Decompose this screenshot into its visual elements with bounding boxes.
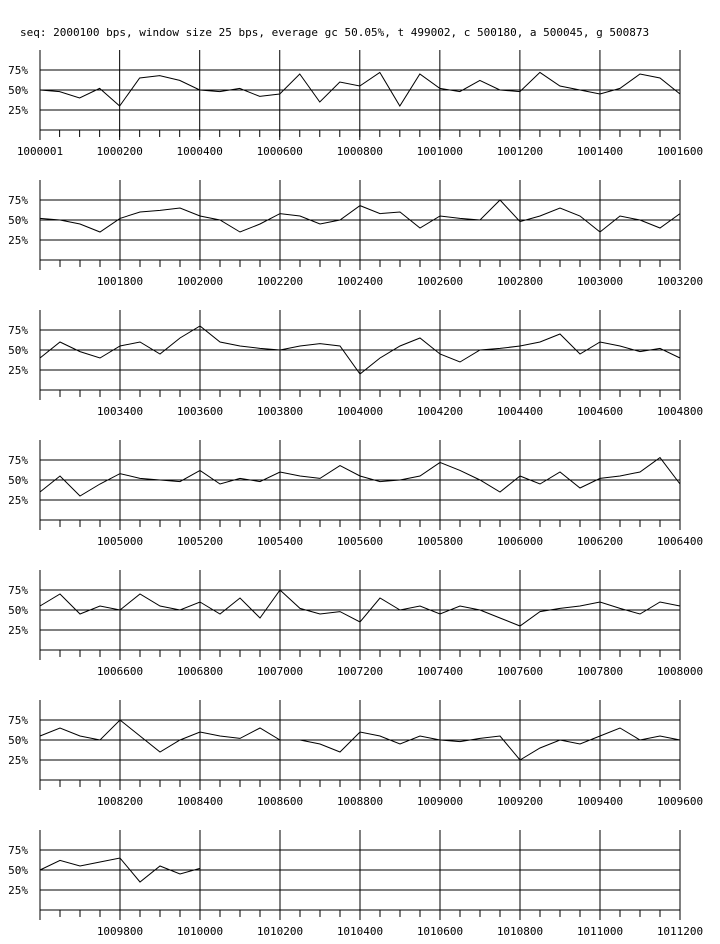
x-tick-label: 1000400 [177, 145, 223, 158]
x-tick-label: 1005600 [337, 535, 383, 548]
y-tick-label: 25% [8, 884, 28, 897]
y-tick-label: 75% [8, 324, 28, 337]
x-tick-label: 1005400 [257, 535, 303, 548]
y-tick-label: 75% [8, 454, 28, 467]
y-tick-label: 75% [8, 64, 28, 77]
y-tick-label: 50% [8, 734, 28, 747]
x-tick-label: 1003600 [177, 405, 223, 418]
x-tick-label: 1004400 [497, 405, 543, 418]
y-tick-label: 25% [8, 494, 28, 507]
x-tick-label: 1002000 [177, 275, 223, 288]
x-tick-label: 1009000 [417, 795, 463, 808]
y-tick-label: 25% [8, 754, 28, 767]
x-tick-label: 1001800 [97, 275, 143, 288]
x-tick-label: 1008000 [657, 665, 703, 678]
x-tick-label: 1008400 [177, 795, 223, 808]
x-tick-label: 1005000 [97, 535, 143, 548]
x-tick-label: 1008600 [257, 795, 303, 808]
x-tick-label: 1004800 [657, 405, 703, 418]
gc-line [39, 719, 681, 761]
x-tick-label: 1000600 [257, 145, 303, 158]
x-tick-label: 1007800 [577, 665, 623, 678]
y-tick-label: 25% [8, 364, 28, 377]
x-tick-label: 1006000 [497, 535, 543, 548]
y-tick-label: 75% [8, 844, 28, 857]
gc-line [39, 325, 681, 375]
y-tick-label: 75% [8, 584, 28, 597]
gc-line [39, 589, 681, 627]
x-tick-label: 1001000 [417, 145, 463, 158]
x-tick-label: 1009600 [657, 795, 703, 808]
x-tick-label: 1000800 [337, 145, 383, 158]
x-tick-label: 1008200 [97, 795, 143, 808]
x-tick-label: 1001600 [657, 145, 703, 158]
x-tick-label: 1004000 [337, 405, 383, 418]
x-tick-label: 1001400 [577, 145, 623, 158]
x-tick-label: 1004600 [577, 405, 623, 418]
x-tick-label: 1010800 [497, 925, 543, 938]
y-tick-label: 25% [8, 624, 28, 637]
x-tick-label: 1009400 [577, 795, 623, 808]
x-tick-label: 1005200 [177, 535, 223, 548]
x-tick-label: 1009800 [97, 925, 143, 938]
x-tick-label: 1003800 [257, 405, 303, 418]
x-tick-label: 1003200 [657, 275, 703, 288]
gc-line [39, 199, 681, 233]
x-tick-label: 1008800 [337, 795, 383, 808]
x-tick-label: 1006400 [657, 535, 703, 548]
x-tick-label: 1000001 [17, 145, 63, 158]
gc-line [39, 857, 201, 883]
y-tick-label: 50% [8, 474, 28, 487]
x-tick-label: 1007000 [257, 665, 303, 678]
y-tick-label: 50% [8, 84, 28, 97]
x-tick-label: 1011200 [657, 925, 703, 938]
gc-line [39, 456, 681, 497]
y-tick-label: 50% [8, 864, 28, 877]
x-tick-label: 1002600 [417, 275, 463, 288]
x-tick-label: 1010400 [337, 925, 383, 938]
x-tick-label: 1004200 [417, 405, 463, 418]
y-tick-label: 50% [8, 214, 28, 227]
x-tick-label: 1010000 [177, 925, 223, 938]
x-tick-label: 1006600 [97, 665, 143, 678]
x-tick-label: 1010200 [257, 925, 303, 938]
y-tick-label: 75% [8, 714, 28, 727]
y-tick-label: 25% [8, 104, 28, 117]
x-tick-label: 1009200 [497, 795, 543, 808]
x-tick-label: 1002200 [257, 275, 303, 288]
x-tick-label: 1000200 [96, 145, 142, 158]
x-tick-label: 1002800 [497, 275, 543, 288]
x-tick-label: 1010600 [417, 925, 463, 938]
x-tick-label: 1001200 [497, 145, 543, 158]
x-tick-label: 1011000 [577, 925, 623, 938]
x-tick-label: 1006200 [577, 535, 623, 548]
x-tick-label: 1006800 [177, 665, 223, 678]
x-tick-label: 1002400 [337, 275, 383, 288]
x-tick-label: 1003400 [97, 405, 143, 418]
y-tick-label: 25% [8, 234, 28, 247]
chart-title: seq: 2000100 bps, window size 25 bps, ev… [20, 26, 649, 39]
x-tick-label: 1007400 [417, 665, 463, 678]
y-tick-label: 50% [8, 604, 28, 617]
gc-line [39, 71, 681, 107]
y-tick-label: 50% [8, 344, 28, 357]
x-tick-label: 1007200 [337, 665, 383, 678]
x-tick-label: 1005800 [417, 535, 463, 548]
x-tick-label: 1007600 [497, 665, 543, 678]
x-tick-label: 1003000 [577, 275, 623, 288]
y-tick-label: 75% [8, 194, 28, 207]
